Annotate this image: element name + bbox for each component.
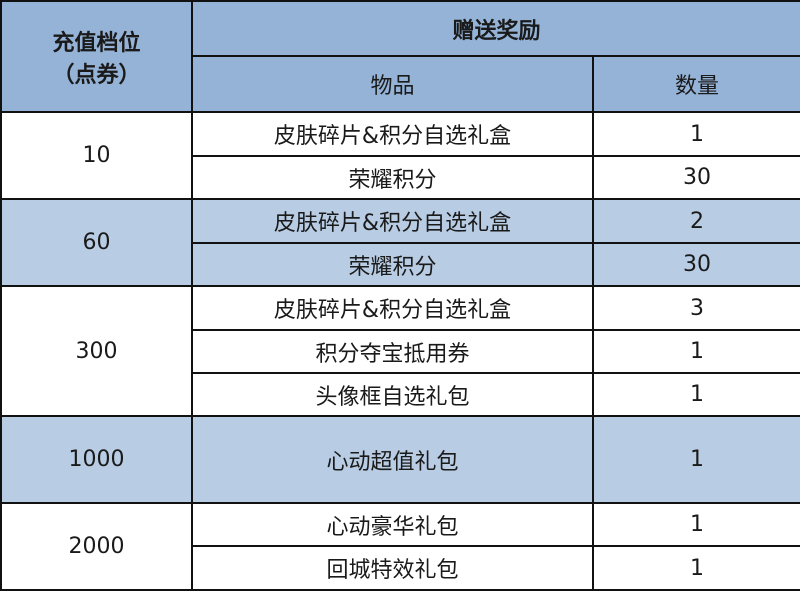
table-row: 10 皮肤碎片&积分自选礼盒 1 — [0, 111, 800, 200]
reward-quantity: 1 — [591, 329, 800, 374]
reward-quantity: 30 — [591, 242, 800, 287]
table-row: 300 皮肤碎片&积分自选礼盒 3 — [0, 285, 800, 417]
table-row: 荣耀积分 30 — [1, 242, 800, 287]
tier-header-line1: 充值档位 — [52, 30, 141, 56]
reward-quantity: 2 — [591, 198, 800, 244]
quantity-header: 数量 — [591, 55, 800, 113]
tier-amount: 60 — [0, 198, 193, 287]
reward-quantity: 1 — [591, 372, 800, 417]
reward-item: 皮肤碎片&积分自选礼盒 — [191, 111, 594, 157]
tier-amount: 10 — [0, 111, 193, 200]
table-row: 回城特效礼包 1 — [1, 545, 800, 591]
reward-quantity: 3 — [591, 285, 800, 331]
reward-item: 皮肤碎片&积分自选礼盒 — [191, 285, 594, 331]
table-row: 荣耀积分 30 — [1, 155, 800, 200]
table-row: 积分夺宝抵用券 1 — [1, 329, 800, 374]
reward-item: 心动超值礼包 — [191, 415, 594, 504]
tier-amount: 300 — [0, 285, 193, 417]
reward-item: 头像框自选礼包 — [191, 372, 594, 417]
tier-amount: 2000 — [0, 502, 193, 591]
reward-item: 心动豪华礼包 — [191, 502, 594, 547]
reward-quantity: 1 — [591, 502, 800, 547]
table-row: 60 皮肤碎片&积分自选礼盒 2 — [0, 198, 800, 287]
item-header: 物品 — [191, 55, 594, 113]
reward-item: 回城特效礼包 — [191, 545, 594, 591]
reward-header: 赠送奖励 — [190, 0, 800, 57]
reward-item: 皮肤碎片&积分自选礼盒 — [191, 198, 594, 244]
tier-header-line2: （点券） — [52, 62, 141, 88]
tier-header: 充值档位 （点券） — [0, 0, 193, 113]
reward-quantity: 1 — [591, 415, 800, 504]
reward-item: 积分夺宝抵用券 — [191, 329, 594, 374]
reward-item: 荣耀积分 — [191, 242, 594, 287]
table-row: 1000 心动超值礼包 1 — [0, 415, 800, 504]
reward-quantity: 1 — [591, 111, 800, 157]
table-row: 2000 心动豪华礼包 1 — [0, 502, 800, 591]
tier-amount: 1000 — [0, 415, 193, 504]
reward-item: 荣耀积分 — [191, 155, 594, 200]
reward-quantity: 30 — [591, 155, 800, 200]
reward-quantity: 1 — [591, 545, 800, 591]
